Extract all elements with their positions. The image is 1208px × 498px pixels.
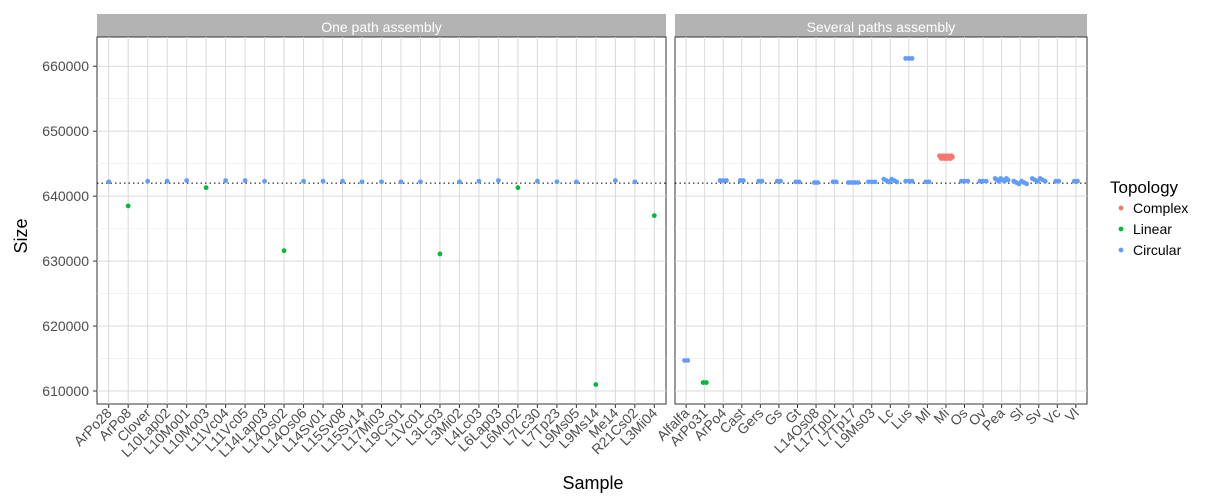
data-point-circular bbox=[145, 178, 151, 184]
data-point-circular bbox=[340, 178, 345, 184]
y-tick-label: 630000 bbox=[42, 253, 89, 269]
y-tick-label: 660000 bbox=[42, 58, 89, 74]
data-point-circular bbox=[778, 178, 783, 184]
x-tick-label: Vl bbox=[1062, 405, 1082, 425]
x-tick-label: Gs bbox=[761, 405, 785, 429]
data-point-linear bbox=[515, 185, 521, 191]
data-point-circular bbox=[1024, 181, 1030, 187]
data-point-circular bbox=[815, 180, 821, 185]
data-point-circular bbox=[496, 178, 501, 183]
data-point-circular bbox=[965, 178, 971, 184]
data-point-linear bbox=[651, 213, 657, 219]
data-point-circular bbox=[573, 179, 579, 185]
data-point-circular bbox=[894, 179, 900, 185]
data-point-circular bbox=[724, 178, 729, 183]
data-point-circular bbox=[909, 56, 915, 61]
y-tick-label: 610000 bbox=[42, 383, 89, 399]
facet-strip-title: One path assembly bbox=[321, 19, 442, 35]
data-point-linear bbox=[203, 185, 209, 191]
panel-1: One path assemblyArPo28ArPo8CloverL10Lap… bbox=[70, 14, 667, 460]
data-point-circular bbox=[909, 178, 915, 184]
data-point-circular bbox=[476, 178, 482, 184]
legend-title: Topology bbox=[1110, 178, 1179, 197]
legend-label-circular: Circular bbox=[1133, 242, 1182, 258]
data-point-circular bbox=[106, 179, 112, 185]
data-point-circular bbox=[1005, 177, 1011, 183]
data-point-circular bbox=[1075, 178, 1080, 184]
data-point-complex bbox=[950, 154, 955, 160]
data-point-circular bbox=[632, 179, 638, 185]
data-point-linear bbox=[593, 382, 599, 387]
data-point-circular bbox=[359, 179, 365, 185]
data-point-circular bbox=[872, 179, 878, 185]
data-point-circular bbox=[242, 178, 248, 183]
legend-key-circular bbox=[1118, 247, 1124, 253]
legend-label-complex: Complex bbox=[1133, 200, 1188, 216]
data-point-circular bbox=[554, 179, 560, 185]
data-point-circular bbox=[534, 178, 540, 184]
data-point-circular bbox=[457, 179, 462, 185]
data-point-circular bbox=[926, 179, 932, 185]
data-point-circular bbox=[223, 178, 229, 183]
data-point-circular bbox=[164, 178, 170, 184]
panel-2: Several paths assemblyAlfalfaArPo31ArPo4… bbox=[653, 14, 1088, 456]
data-point-circular bbox=[855, 180, 861, 185]
legend-key-linear bbox=[1118, 226, 1124, 232]
data-point-linear bbox=[703, 380, 709, 385]
data-point-circular bbox=[759, 178, 765, 184]
x-axis-title: Sample bbox=[562, 473, 623, 493]
x-tick-label: Pea bbox=[979, 405, 1008, 434]
legend-key-complex bbox=[1118, 205, 1124, 211]
data-point-linear bbox=[437, 251, 443, 257]
y-axis-title: Size bbox=[11, 218, 31, 253]
legend-label-linear: Linear bbox=[1133, 221, 1172, 237]
data-point-circular bbox=[833, 179, 839, 185]
facet-strip bbox=[97, 14, 666, 37]
panel-background bbox=[674, 36, 1088, 405]
data-point-circular bbox=[796, 179, 802, 185]
data-point-circular bbox=[741, 178, 746, 183]
data-point-linear bbox=[125, 203, 131, 209]
data-point-circular bbox=[612, 178, 618, 183]
facet-strip-title: Several paths assembly bbox=[807, 19, 956, 35]
data-point-circular bbox=[1056, 178, 1062, 184]
legend: Topology Complex Linear Circular bbox=[1110, 178, 1188, 258]
data-point-circular bbox=[320, 178, 326, 184]
facet-strip bbox=[675, 14, 1087, 37]
data-point-circular bbox=[262, 178, 267, 184]
data-point-circular bbox=[184, 178, 190, 183]
data-point-circular bbox=[379, 179, 384, 185]
data-point-circular bbox=[418, 179, 423, 185]
data-point-linear bbox=[281, 248, 287, 254]
y-tick-label: 620000 bbox=[42, 318, 89, 334]
data-point-circular bbox=[301, 178, 306, 184]
y-tick-label: 640000 bbox=[42, 188, 89, 204]
x-tick-label: Lus bbox=[888, 405, 915, 432]
data-point-circular bbox=[983, 178, 989, 184]
x-tick-label: Vc bbox=[1041, 405, 1064, 428]
data-point-circular bbox=[1042, 178, 1048, 184]
data-point-circular bbox=[685, 358, 691, 363]
data-point-circular bbox=[398, 179, 404, 185]
y-tick-label: 650000 bbox=[42, 123, 89, 139]
